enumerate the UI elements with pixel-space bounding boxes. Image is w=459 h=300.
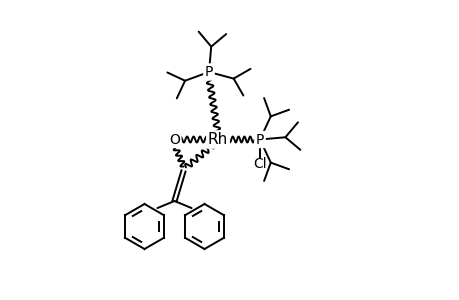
Text: Rh: Rh (207, 132, 228, 147)
Text: P: P (204, 65, 213, 79)
Text: O: O (169, 133, 179, 146)
Text: Cl: Cl (252, 157, 266, 170)
Text: P: P (255, 133, 263, 146)
